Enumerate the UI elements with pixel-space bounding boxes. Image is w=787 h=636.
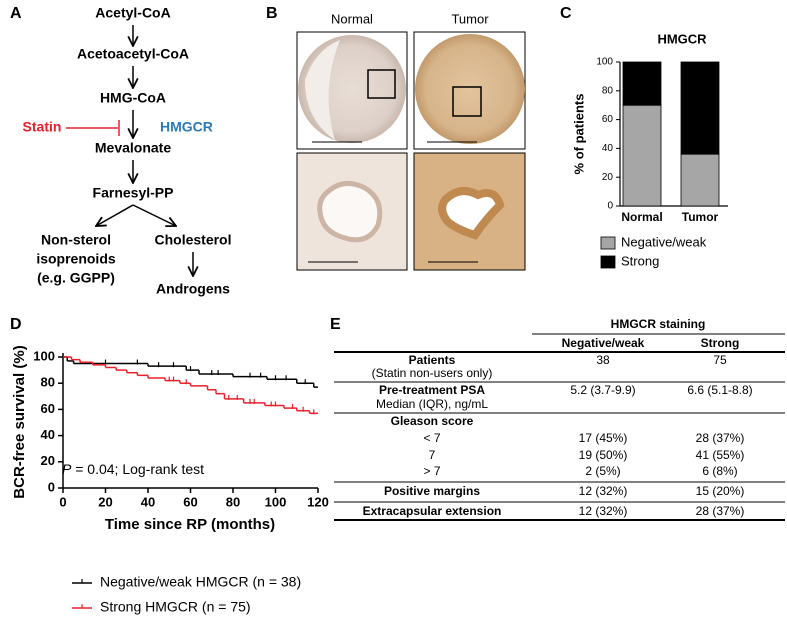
row-sublabel: Median (IQR), ng/mL (376, 397, 488, 411)
arrow (96, 204, 134, 226)
node: Farnesyl-PP (93, 185, 174, 201)
x-tick-label: 0 (59, 494, 66, 509)
legend-label: Strong (621, 253, 659, 268)
cell: 15 (20%) (696, 484, 745, 498)
row-label: < 7 (423, 431, 440, 445)
gland (317, 181, 383, 243)
y-axis-label: % of patients (571, 94, 586, 175)
cell: 5.2 (3.7-9.9) (570, 383, 635, 397)
column-label: Normal (331, 11, 373, 26)
tissue-core (415, 34, 525, 144)
cell: 12 (32%) (579, 484, 628, 498)
node: Cholesterol (154, 232, 231, 248)
node: HMG-CoA (100, 90, 166, 106)
cell: 2 (5%) (585, 464, 620, 478)
y-tick-label: 20 (41, 453, 55, 468)
bar-segment (680, 61, 720, 155)
row-label: Extracapsular extension (363, 504, 502, 518)
y-axis-label: BCR-free survival (%) (11, 345, 28, 498)
y-tick-label: 0 (48, 479, 55, 494)
annotation-symbol: P (62, 461, 72, 477)
node: Non-sterol (41, 232, 111, 248)
table: HMGCR staining Negative/weak Strong Pati… (334, 317, 785, 521)
cell: 19 (50%) (579, 448, 628, 462)
enzyme: HMGCR (160, 119, 213, 135)
x-axis-label: Time since RP (months) (105, 516, 275, 533)
cell: 6 (8%) (702, 464, 737, 478)
row-label: Patients (409, 353, 456, 367)
legend-label: Negative/weak HMGCR (n = 38) (100, 574, 301, 590)
column-header: Negative/weak (562, 336, 645, 350)
inset-box (367, 69, 396, 99)
cell: 12 (32%) (579, 504, 628, 518)
cell: 41 (55%) (696, 448, 745, 462)
row-label: > 7 (423, 464, 440, 478)
y-tick-label: 100 (33, 348, 55, 363)
y-tick-label: 80 (602, 85, 614, 96)
annotation-text: = 0.04; Log-rank test (71, 461, 204, 477)
x-tick-label: 20 (98, 494, 112, 509)
y-tick-label: 20 (602, 172, 614, 183)
legend-label: Strong HMGCR (n = 75) (100, 599, 251, 615)
histology: Normal Tumor (296, 11, 526, 271)
cell: 28 (37%) (696, 431, 745, 445)
inset-box (452, 86, 482, 117)
y-tick-label: 0 (607, 201, 613, 212)
bar-segment (622, 104, 662, 207)
node: (e.g. GGPP) (37, 270, 115, 286)
panel-label: D (10, 316, 22, 333)
pathway: Acetyl-CoA Acetoacetyl-CoA HMG-CoA Stati… (23, 5, 232, 297)
group-header: HMGCR staining (611, 317, 706, 331)
node: Acetoacetyl-CoA (77, 46, 189, 62)
cell: 38 (596, 353, 610, 367)
row-label: Pre-treatment PSA (379, 383, 485, 397)
legend-label: Negative/weak (621, 234, 707, 249)
bar-segment (622, 61, 662, 106)
node: Androgens (156, 281, 230, 297)
x-tick-label: 100 (265, 494, 287, 509)
row-label: Gleason score (391, 414, 474, 428)
gland (438, 187, 505, 240)
node: Mevalonate (95, 140, 171, 156)
legend-swatch (600, 255, 616, 269)
cell: 28 (37%) (696, 504, 745, 518)
column-label: Tumor (451, 11, 489, 26)
x-tick-label: 80 (226, 494, 240, 509)
x-tick-label: 60 (183, 494, 197, 509)
cell: 17 (45%) (579, 431, 628, 445)
inhibitor: Statin (23, 119, 62, 135)
arrow (132, 204, 176, 226)
y-tick-label: 40 (41, 427, 55, 442)
panel-label: E (330, 316, 341, 333)
row-label: 7 (429, 448, 436, 462)
row-sublabel: (Statin non-users only) (372, 366, 493, 380)
bar-segment (680, 153, 720, 207)
annotation: P = 0.04; Log-rank test (62, 461, 204, 477)
panel-label: C (560, 5, 572, 22)
row-label: Positive margins (384, 484, 480, 498)
y-tick-label: 100 (596, 57, 613, 68)
y-tick-label: 80 (41, 375, 55, 390)
cell: 75 (713, 353, 727, 367)
node: isoprenoids (36, 251, 116, 267)
x-tick-label: Normal (621, 210, 662, 224)
x-tick-label: Tumor (682, 210, 719, 224)
y-tick-label: 60 (602, 114, 614, 125)
chart-title: HMGCR (657, 31, 707, 46)
column-header: Strong (701, 336, 740, 350)
node: Acetyl-CoA (95, 5, 170, 21)
y-tick-label: 40 (602, 143, 614, 154)
tissue-detail (305, 40, 340, 140)
panel-label: A (10, 5, 22, 22)
legend-swatch (600, 236, 616, 250)
x-tick-label: 120 (307, 494, 329, 509)
panel-label: B (266, 5, 278, 22)
x-tick-label: 40 (141, 494, 155, 509)
y-tick-label: 60 (41, 401, 55, 416)
cell: 6.6 (5.1-8.8) (687, 383, 752, 397)
